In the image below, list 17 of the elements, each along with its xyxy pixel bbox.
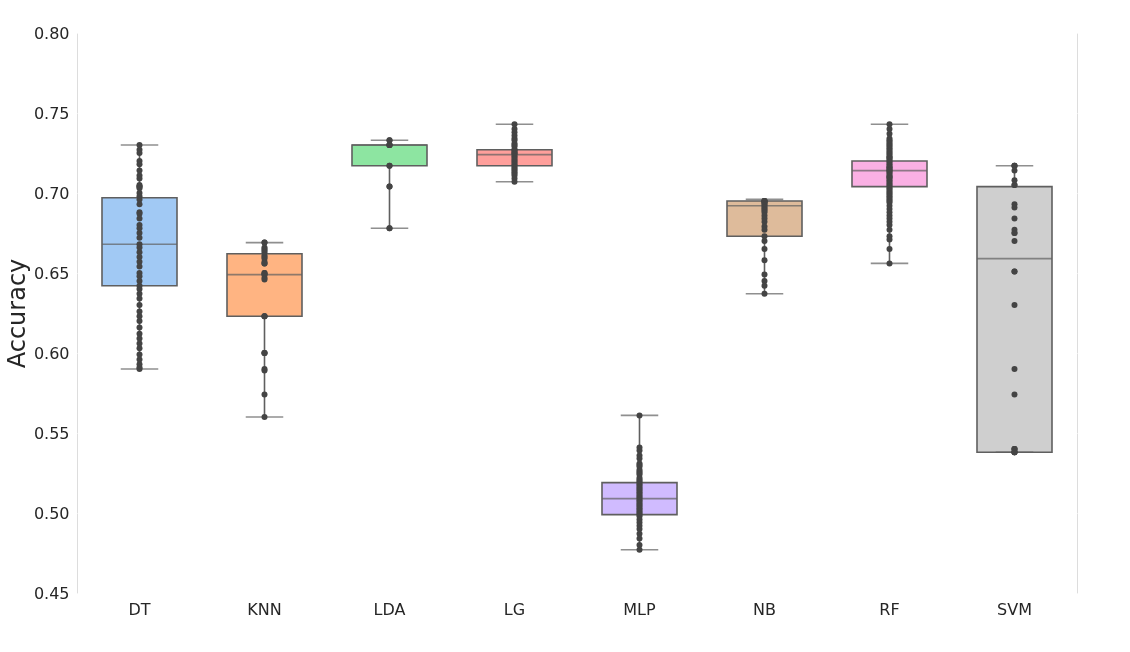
- y-tick-label: 0.60: [33, 343, 70, 363]
- x-tick-label: SVM: [997, 599, 1032, 619]
- y-tick-label: 0.65: [33, 263, 70, 283]
- x-tick-label: RF: [879, 599, 900, 619]
- y-tick-label: 0.80: [33, 23, 70, 43]
- y-tick-label: 0.50: [33, 503, 70, 523]
- y-tick-label: 0.45: [33, 583, 70, 603]
- x-tick-label: DT: [128, 599, 151, 619]
- y-tick-label: 0.70: [33, 183, 70, 203]
- x-tick-label: MLP: [623, 599, 657, 619]
- y-tick-label: 0.55: [33, 423, 70, 443]
- x-tick-label: LG: [503, 599, 526, 619]
- x-tick-label: KNN: [247, 599, 282, 619]
- x-tick-label: LDA: [373, 599, 406, 619]
- y-axis-title: Accuracy: [2, 258, 31, 369]
- x-tick-label: NB: [753, 599, 776, 619]
- y-tick-label: 0.75: [33, 103, 70, 123]
